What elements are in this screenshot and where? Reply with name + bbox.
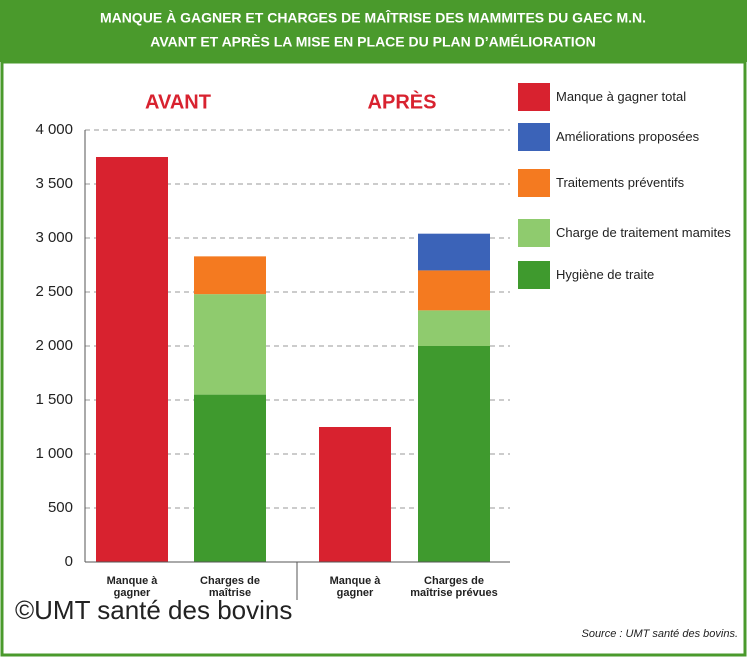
legend-swatch	[518, 83, 550, 111]
legend-item: Améliorations proposées	[518, 123, 746, 151]
legend-swatch	[518, 123, 550, 151]
frame	[0, 60, 747, 657]
x-tick-label: Manque à gagner	[106, 575, 158, 599]
legend-item: Manque à gagner total	[518, 83, 746, 111]
y-tick-label: 1 500	[35, 391, 73, 408]
legend-swatch	[518, 219, 550, 247]
y-tick-label: 0	[65, 553, 73, 570]
group-label: APRÈS	[368, 90, 437, 113]
x-tick-label: Manque à gagner	[329, 575, 381, 599]
bar-segment	[96, 157, 168, 562]
bar-segment	[194, 394, 266, 562]
bar-segment	[418, 346, 490, 562]
bar-segment	[418, 233, 490, 271]
source: Source : UMT santé des bovins.	[581, 628, 738, 640]
bar-segment	[418, 310, 490, 346]
chart-subtitle: AVANT ET APRÈS LA MISE EN PLACE DU PLAN …	[150, 34, 595, 50]
legend-label: Charge de traitement mamites	[556, 225, 731, 240]
y-tick-label: 2 000	[35, 337, 73, 354]
y-tick-label: 500	[48, 499, 73, 516]
legend-label: Manque à gagner total	[556, 89, 687, 104]
bar-segment	[319, 427, 391, 562]
group-label: AVANT	[145, 91, 211, 113]
bar-segment	[418, 270, 490, 311]
legend-item: Charge de traitement mamites	[518, 219, 746, 247]
y-tick-label: 2 500	[35, 283, 73, 300]
legend-label: Hygiène de traite	[556, 267, 655, 282]
bar-segment	[194, 294, 266, 395]
legend-item: Traitements préventifs	[518, 169, 746, 197]
legend-label: Améliorations proposées	[556, 129, 700, 144]
bar-segment	[194, 256, 266, 295]
legend-label: Traitements préventifs	[556, 175, 685, 190]
x-tick-label: Charges de maîtrise prévues	[410, 575, 498, 599]
legend-swatch	[518, 169, 550, 197]
x-tick-label: Charges de maîtrise	[200, 575, 260, 599]
y-tick-label: 3 000	[35, 229, 73, 246]
y-tick-label: 3 500	[35, 175, 73, 192]
y-tick-label: 1 000	[35, 445, 73, 462]
chart-title: MANQUE À GAGNER ET CHARGES DE MAÎTRISE D…	[100, 9, 646, 26]
y-tick-label: 4 000	[35, 121, 73, 138]
legend-item: Hygiène de traite	[518, 261, 746, 289]
legend-swatch	[518, 261, 550, 289]
title-banner	[0, 0, 747, 62]
watermark: ©UMT santé des bovins	[15, 595, 292, 625]
